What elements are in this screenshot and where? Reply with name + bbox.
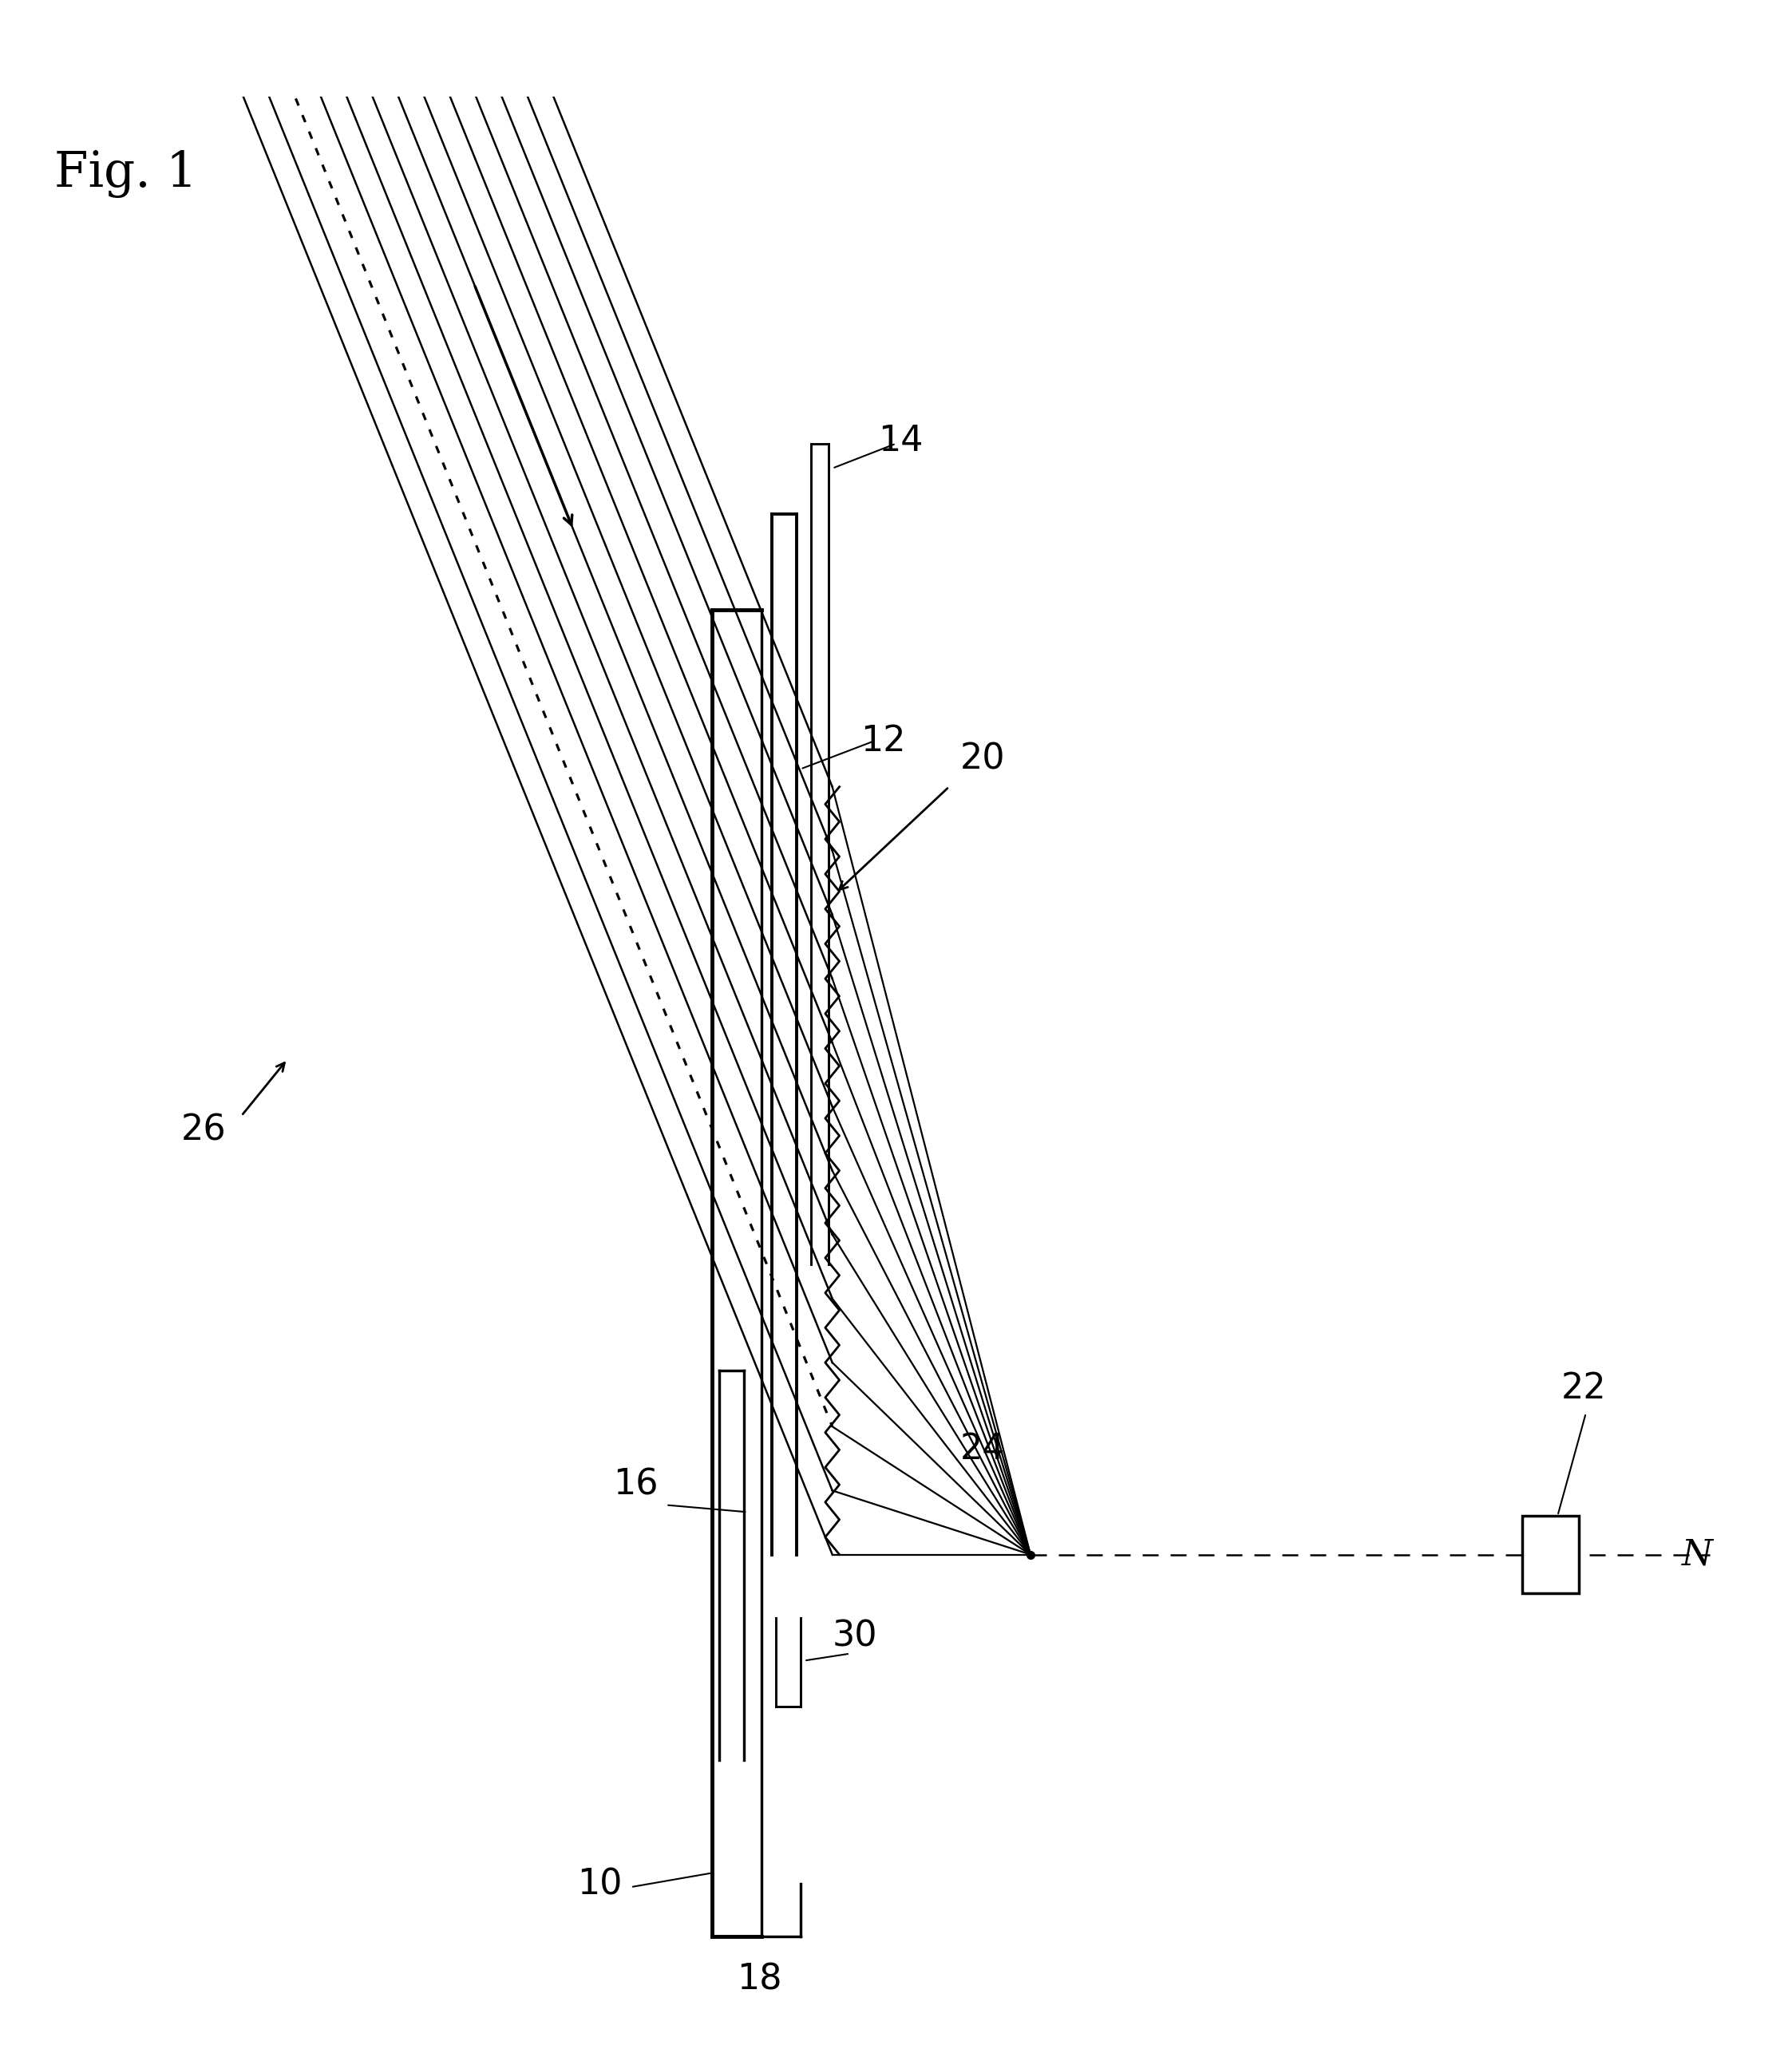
Text: 20: 20	[961, 742, 1005, 777]
Text: 24: 24	[961, 1432, 1005, 1466]
Text: 22: 22	[1561, 1372, 1606, 1407]
Bar	[1521, 1515, 1579, 1593]
Text: 18: 18	[737, 1963, 781, 1996]
Text: 16: 16	[613, 1466, 658, 1501]
Text: 26: 26	[181, 1112, 226, 1147]
Text: N: N	[1681, 1538, 1713, 1573]
Text: Fig. 1: Fig. 1	[54, 149, 197, 198]
Text: 10: 10	[577, 1867, 622, 1902]
Text: 30: 30	[831, 1620, 878, 1654]
Text: 12: 12	[860, 724, 905, 759]
Text: 14: 14	[878, 423, 923, 458]
